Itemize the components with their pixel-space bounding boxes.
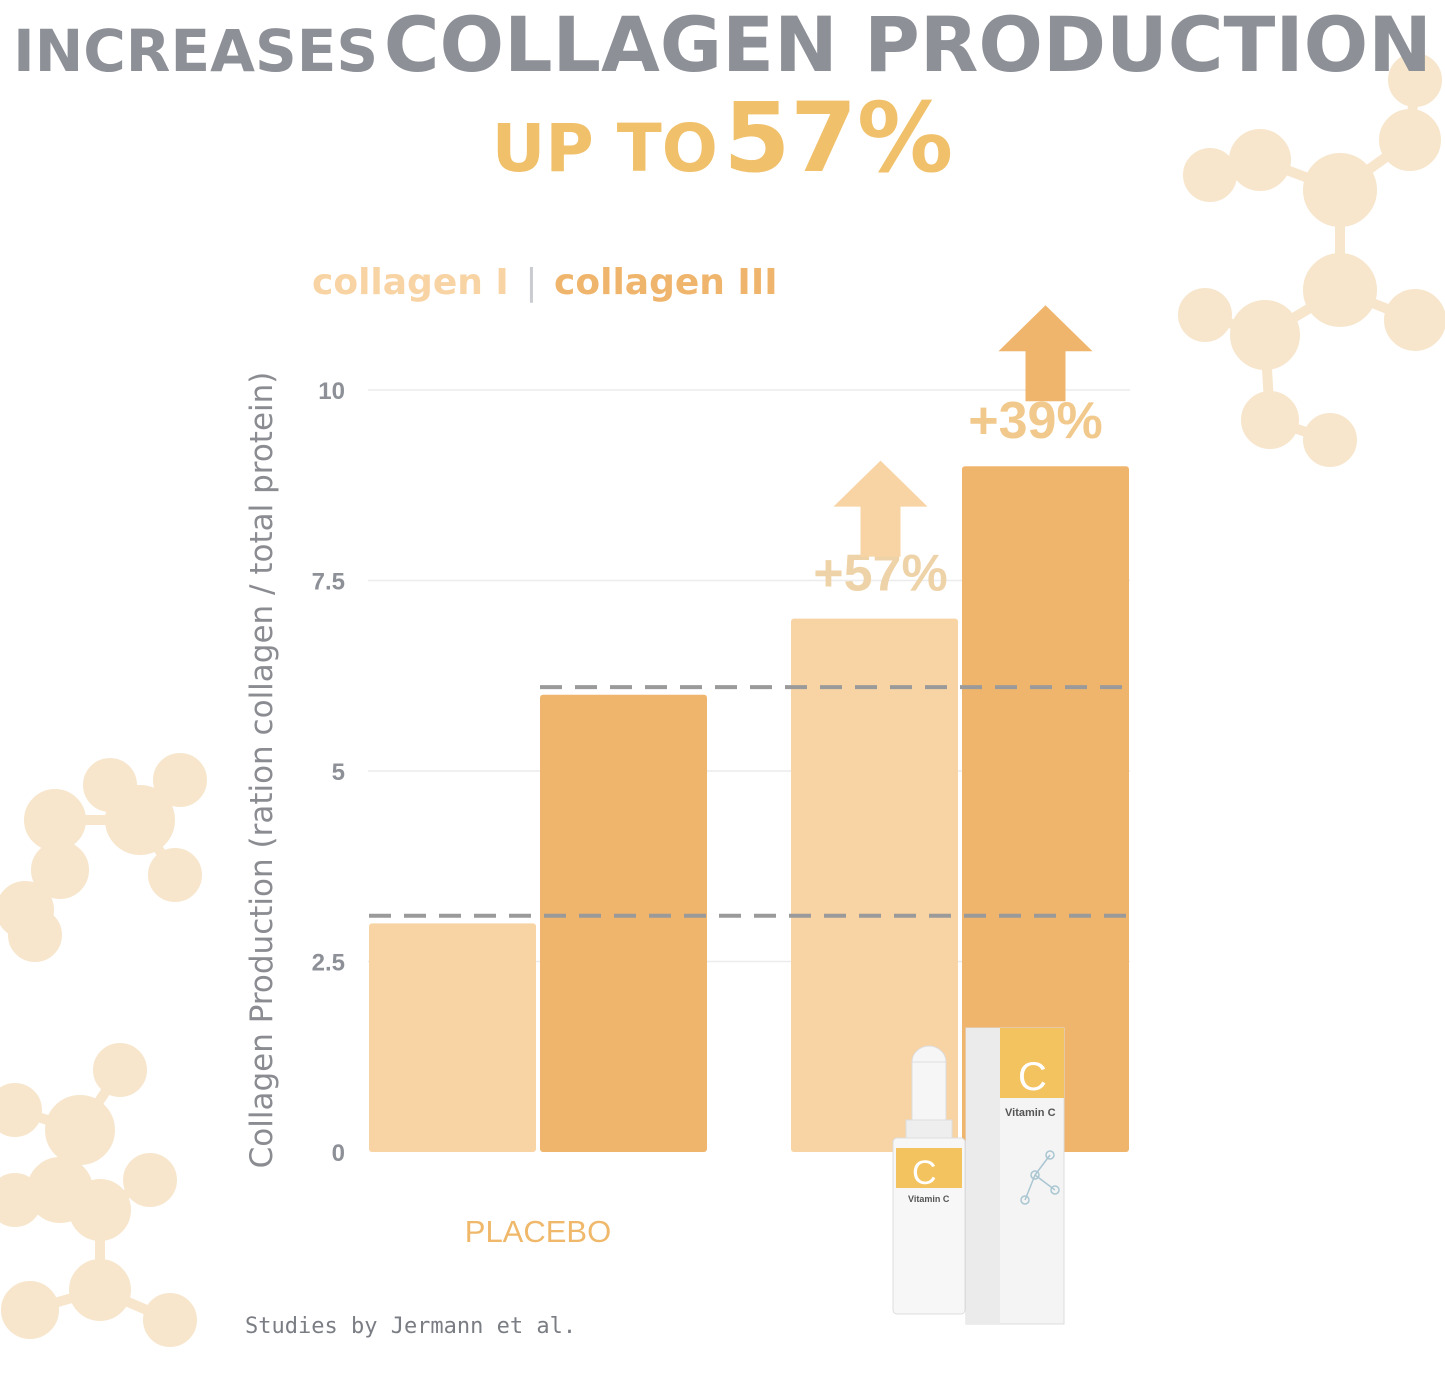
molecule-bottom-left: [0, 1043, 197, 1347]
bar-collagen-i: [791, 618, 958, 1152]
source-note: Studies by Jermann et al.: [245, 1314, 577, 1339]
subtitle-main: 57%: [723, 82, 954, 194]
subtitle-prefix: UP TO: [491, 110, 718, 187]
up-arrow-icon: [833, 460, 928, 557]
page-title: INCREASES COLLAGEN PRODUCTION: [0, 0, 1445, 89]
molecule-left: [0, 753, 207, 962]
y-tick-label: 10: [318, 378, 345, 405]
legend-collagen-i: collagen I: [312, 262, 509, 303]
y-tick-label: 0: [332, 1140, 345, 1167]
annotation-label: +39%: [968, 392, 1102, 450]
title-main: COLLAGEN PRODUCTION: [383, 0, 1432, 89]
y-tick-label: 7.5: [312, 569, 345, 596]
molecule-top-right: [1178, 53, 1445, 467]
up-arrow-icon: [998, 305, 1093, 402]
legend-collagen-iii: collagen III: [554, 262, 778, 303]
legend-separator: |: [525, 262, 538, 303]
bar-collagen-iii: [540, 694, 707, 1152]
bar-collagen-i: [369, 923, 536, 1152]
bar-collagen-iii: [962, 466, 1129, 1152]
x-category-label: PLACEBO: [465, 1214, 611, 1249]
y-tick-label: 2.5: [312, 950, 345, 977]
chart-legend: collagen I | collagen III: [312, 262, 778, 303]
y-tick-label: 5: [332, 759, 345, 786]
title-prefix: INCREASES: [13, 17, 379, 85]
page-subtitle: UP TO 57%: [0, 82, 1445, 194]
